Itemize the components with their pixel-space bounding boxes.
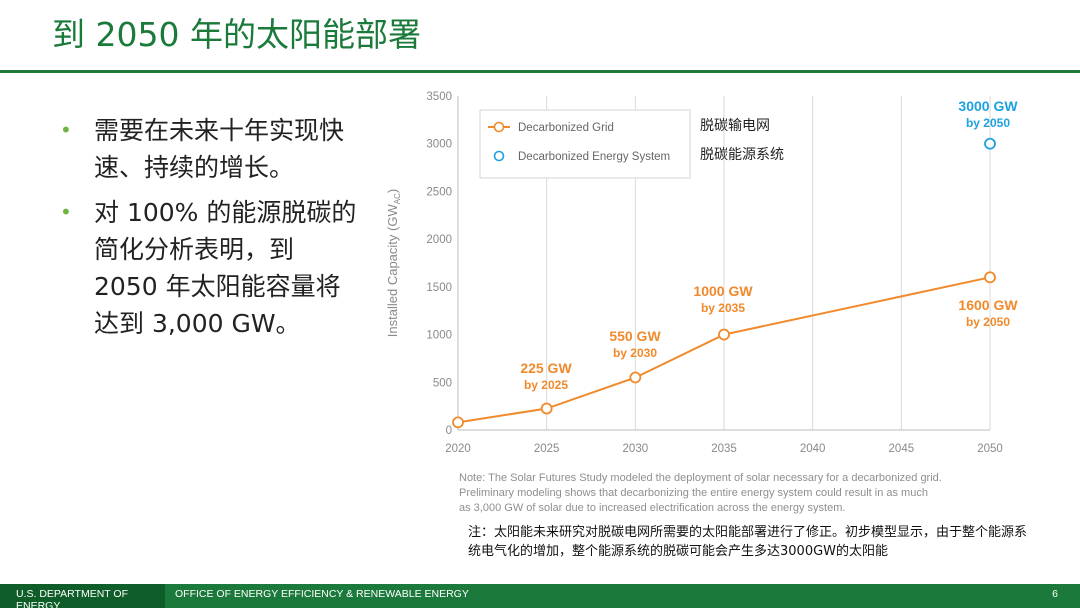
legend-marker bbox=[493, 121, 505, 133]
data-point bbox=[540, 402, 553, 415]
y-tick-label: 500 bbox=[433, 377, 452, 389]
annotation-value: 550 GW bbox=[609, 328, 661, 344]
x-tick-label: 2040 bbox=[800, 443, 826, 455]
bullet-text-1: 需要在未来十年实现快速、持续的增长。 bbox=[94, 116, 345, 182]
data-point bbox=[984, 137, 996, 150]
page-number: 6 bbox=[1052, 588, 1058, 600]
slide-title: 到 2050 年的太阳能部署 bbox=[52, 15, 421, 54]
chart-note: Note: The Solar Futures Study modeled th… bbox=[459, 472, 942, 514]
annotation-year: by 2025 bbox=[524, 378, 568, 392]
y-tick-label: 3500 bbox=[426, 91, 452, 103]
annotation-value: 1000 GW bbox=[693, 283, 753, 299]
y-tick-label: 2500 bbox=[426, 186, 452, 198]
title-divider bbox=[0, 70, 1080, 73]
legend-label-cn: 脱碳输电网 bbox=[700, 117, 770, 133]
bullet-list: • 需要在未来十年实现快速、持续的增长。 • 对 100% 的能源脱碳的简化分析… bbox=[58, 112, 358, 350]
annotation-value: 1600 GW bbox=[958, 297, 1018, 313]
legend-label: Decarbonized Energy System bbox=[518, 151, 670, 163]
x-tick-label: 2050 bbox=[977, 443, 1003, 455]
bullet-dot-icon: • bbox=[60, 200, 72, 224]
footer-office-label: OFFICE OF ENERGY EFFICIENCY & RENEWABLE … bbox=[175, 588, 469, 600]
annotation-year: by 2035 bbox=[701, 301, 745, 315]
chart-note-line: as 3,000 GW of solar due to increased el… bbox=[459, 502, 845, 514]
annotation-year: by 2030 bbox=[613, 346, 657, 360]
y-tick-label: 2000 bbox=[426, 234, 452, 246]
data-point bbox=[984, 271, 996, 284]
data-point bbox=[718, 328, 730, 341]
bullet-dot-icon: • bbox=[60, 118, 72, 142]
legend-box bbox=[479, 109, 691, 179]
legend-label-cn: 脱碳能源系统 bbox=[700, 146, 784, 162]
annotation-value: 225 GW bbox=[520, 360, 572, 376]
data-point bbox=[629, 371, 642, 384]
x-tick-label: 2045 bbox=[889, 443, 915, 455]
data-point bbox=[452, 416, 464, 429]
annotation-year: by 2050 bbox=[966, 116, 1010, 130]
legend-marker bbox=[493, 150, 505, 162]
annotation-value: 3000 GW bbox=[958, 98, 1018, 114]
bullet-text-2: 对 100% 的能源脱碳的简化分析表明，到 2050 年太阳能容量将达到 3,0… bbox=[94, 198, 357, 338]
x-tick-label: 2025 bbox=[534, 443, 560, 455]
chart-annotations: 225 GW by 2025 550 GW by 2030 1000 GW by 2035… bbox=[520, 98, 1018, 392]
y-axis-label: Installed Capacity (GWAC) bbox=[385, 189, 402, 337]
x-tick-label: 2020 bbox=[445, 443, 471, 455]
y-axis-title: Installed Capacity (GWAC) bbox=[385, 189, 402, 337]
capacity-chart: 2020 2025 2030 2035 2040 2045 2050 0 500 1000 1500… bbox=[370, 80, 1070, 520]
chart-axes: 2020 2025 2030 2035 2040 2045 2050 0 500 1000 1500… bbox=[426, 91, 1002, 455]
chart-legend: Decarbonized Grid 脱碳输电网 Decarbonized Energ… bbox=[479, 109, 784, 179]
bullet-item-1: • 需要在未来十年实现快速、持续的增长。 bbox=[58, 112, 358, 186]
chart-note-line: Preliminary modeling shows that decarbon… bbox=[459, 487, 928, 499]
footer-bar: U.S. DEPARTMENT OF ENERGY OFFICE OF ENER… bbox=[0, 584, 1080, 608]
x-tick-label: 2030 bbox=[623, 443, 649, 455]
annotation-year: by 2050 bbox=[966, 315, 1010, 329]
legend-label: Decarbonized Grid bbox=[518, 122, 614, 134]
y-tick-label: 1000 bbox=[426, 330, 452, 342]
chart-series bbox=[452, 137, 996, 429]
bullet-item-2: • 对 100% 的能源脱碳的简化分析表明，到 2050 年太阳能容量将达到 3… bbox=[58, 194, 358, 342]
chart-note-line: Note: The Solar Futures Study modeled th… bbox=[459, 472, 942, 484]
y-tick-label: 1500 bbox=[426, 282, 452, 294]
y-tick-label: 0 bbox=[446, 425, 452, 437]
x-tick-label: 2035 bbox=[711, 443, 737, 455]
y-tick-label: 3000 bbox=[426, 139, 452, 151]
chinese-note: 注：太阳能未来研究对脱碳电网所需要的太阳能部署进行了修正。初步模型显示，由于整个… bbox=[468, 525, 1028, 559]
footer-doe-label: U.S. DEPARTMENT OF ENERGY bbox=[0, 584, 165, 608]
